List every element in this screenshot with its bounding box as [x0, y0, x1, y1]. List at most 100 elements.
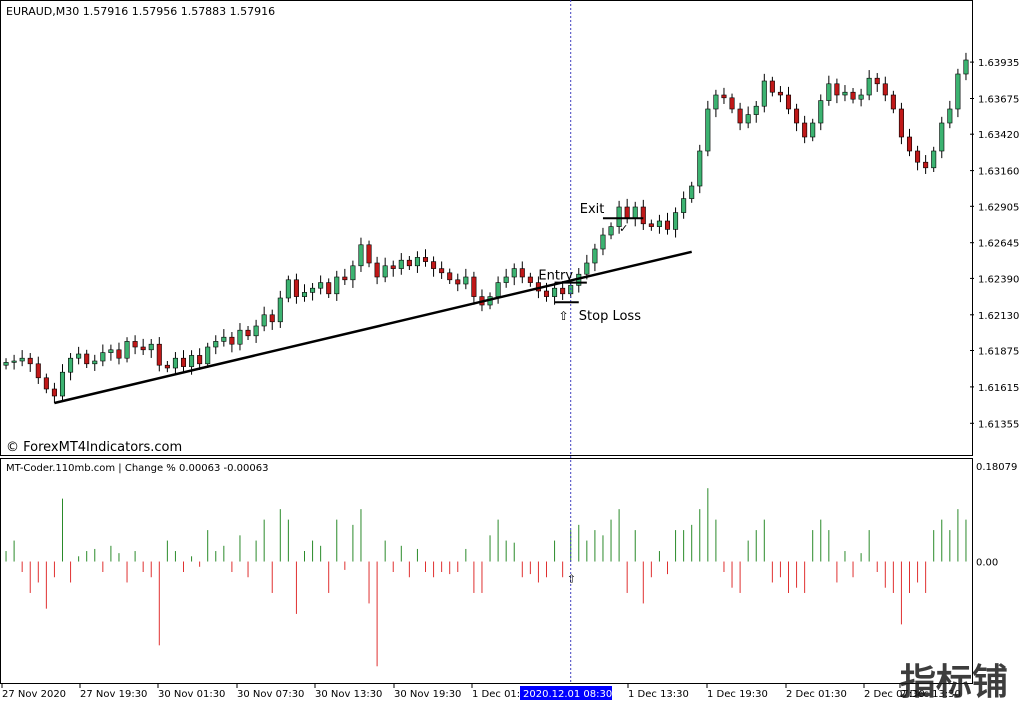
candle-body	[326, 282, 332, 295]
time-tick-label: 30 Nov 19:30	[394, 689, 461, 700]
candle-body	[414, 257, 420, 267]
time-tick-label: 1 Dec 13:30	[628, 689, 689, 700]
candle	[19, 350, 25, 367]
candle-body	[422, 257, 429, 262]
candle-body	[318, 282, 324, 289]
candle	[721, 87, 727, 104]
candle-body	[310, 287, 316, 293]
indicator-tick-label: 0.00	[976, 558, 998, 569]
candle	[156, 337, 162, 372]
candle-body	[390, 265, 396, 269]
candle-body	[84, 353, 90, 365]
candle	[584, 254, 590, 280]
corner-logo: 指标铺	[900, 662, 1008, 703]
candle	[148, 339, 154, 358]
candle	[3, 358, 9, 370]
candle-body	[293, 279, 299, 297]
candle	[681, 191, 687, 219]
candle-body	[431, 261, 437, 269]
candle-body	[334, 276, 340, 295]
candle	[785, 86, 792, 115]
candle-body	[834, 83, 840, 96]
candle-body	[463, 276, 469, 285]
candle-body	[753, 105, 759, 115]
candle-body	[697, 150, 703, 187]
candle	[100, 344, 106, 367]
candle	[326, 278, 332, 298]
price-tick-label: 1.62645	[978, 239, 1019, 250]
price-tick-label: 1.61355	[978, 419, 1019, 430]
candle-body	[592, 248, 598, 264]
candle-body	[229, 336, 235, 345]
candle-body	[156, 343, 162, 366]
candle	[269, 309, 275, 330]
price-tick-label: 1.62130	[978, 311, 1019, 322]
candle	[955, 68, 961, 118]
candle-body	[802, 122, 808, 138]
candle	[68, 353, 74, 381]
candle	[164, 361, 170, 373]
candle-body	[874, 77, 880, 85]
candle-body	[189, 355, 195, 367]
candle	[116, 342, 122, 365]
candle	[866, 70, 872, 101]
candle	[366, 240, 372, 268]
candle	[398, 253, 404, 275]
time-tick-label: 1 Dec 01:3	[472, 689, 527, 700]
candle	[519, 261, 525, 284]
candle	[334, 270, 340, 301]
candle	[253, 319, 259, 343]
time-tick-label-highlighted: 2020.12.01 08:30	[523, 689, 612, 700]
candle-body	[358, 244, 364, 267]
candle-body	[59, 371, 66, 397]
candle-body	[92, 360, 98, 365]
candle-body	[68, 357, 74, 373]
candle	[358, 237, 364, 272]
price-tick-label: 1.62390	[978, 274, 1019, 285]
candle-body	[116, 349, 122, 359]
time-tick-label: 27 Nov 2020	[2, 689, 66, 700]
candle	[729, 93, 735, 114]
trendline	[54, 250, 692, 405]
candle-body	[906, 136, 913, 152]
candles-group	[3, 52, 969, 404]
candle-body	[140, 346, 146, 351]
candle	[350, 260, 356, 288]
chart-frame	[0, 0, 973, 684]
candle	[431, 256, 437, 277]
candle-body	[471, 276, 477, 297]
time-tick-label: 30 Nov 07:30	[237, 689, 304, 700]
candle-body	[850, 91, 856, 100]
candle-body	[527, 276, 533, 283]
candle-body	[923, 161, 929, 169]
stop-loss-label: Stop Loss	[579, 309, 641, 324]
candle-body	[277, 297, 283, 323]
candle-body	[761, 80, 767, 107]
candle-body	[656, 220, 662, 227]
price-tick-label: 1.62905	[978, 202, 1019, 213]
candle	[858, 88, 864, 107]
candle-body	[27, 357, 33, 365]
candle-body	[624, 206, 630, 219]
price-tick-label: 1.63160	[978, 167, 1019, 178]
candle	[293, 273, 299, 304]
candle	[463, 268, 469, 290]
price-tick-label: 1.61875	[978, 347, 1019, 358]
candle-body	[221, 336, 227, 342]
candle-body	[301, 292, 308, 297]
candle-body	[810, 122, 816, 138]
candle	[406, 256, 412, 270]
candle	[874, 73, 880, 92]
time-tick-label: 2 Dec 01:30	[786, 689, 847, 700]
candle	[471, 271, 477, 305]
candle	[794, 103, 800, 132]
candle	[963, 52, 969, 81]
candle	[374, 256, 380, 285]
price-tick-label: 1.61615	[978, 383, 1019, 394]
candle	[713, 89, 719, 118]
candle	[84, 349, 90, 368]
candle-body	[197, 355, 203, 365]
candle-body	[406, 259, 412, 267]
